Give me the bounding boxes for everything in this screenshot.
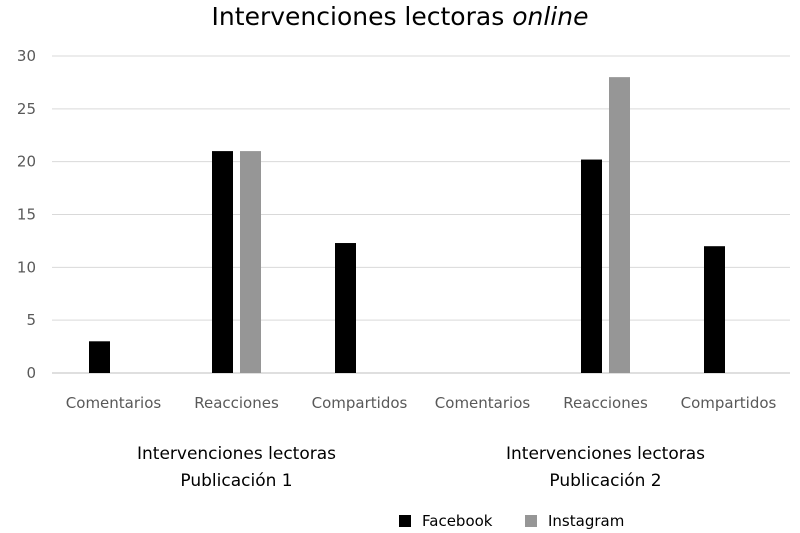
bar-facebook bbox=[89, 341, 110, 373]
x-category-label: Compartidos bbox=[312, 394, 408, 412]
x-group-label-line2: Publicación 2 bbox=[549, 471, 661, 491]
bar-facebook bbox=[581, 159, 602, 373]
x-category-label: Reacciones bbox=[194, 394, 279, 412]
chart-title-main: Intervenciones lectoras bbox=[211, 2, 505, 31]
y-tick-label: 15 bbox=[17, 206, 36, 224]
chart-title-italic: online bbox=[512, 2, 589, 31]
x-group-label-line1: Intervenciones lectoras bbox=[506, 444, 705, 464]
y-tick-label: 20 bbox=[17, 153, 36, 171]
x-category-label: Reacciones bbox=[563, 394, 648, 412]
bar-facebook bbox=[704, 246, 725, 373]
y-axis-ticks: 0 5 10 15 20 25 30 bbox=[17, 47, 36, 382]
x-category-label: Comentarios bbox=[66, 394, 162, 412]
x-category-label: Comentarios bbox=[435, 394, 531, 412]
x-category-label: Compartidos bbox=[681, 394, 777, 412]
gridlines bbox=[52, 55, 790, 374]
legend-swatch-facebook bbox=[399, 515, 411, 527]
y-tick-label: 30 bbox=[17, 47, 36, 65]
y-tick-label: 10 bbox=[17, 258, 36, 276]
legend-swatch-instagram bbox=[525, 515, 537, 527]
x-axis-groups: Intervenciones lectoras Publicación 1 Inte… bbox=[137, 444, 705, 491]
chart-title: Intervenciones lectoras online bbox=[0, 0, 800, 36]
y-tick-label: 25 bbox=[17, 100, 36, 118]
bar-instagram bbox=[609, 77, 630, 373]
legend: Facebook Instagram bbox=[399, 512, 624, 530]
x-group-label-line1: Intervenciones lectoras bbox=[137, 444, 336, 464]
y-tick-label: 0 bbox=[26, 364, 36, 382]
legend-label-facebook: Facebook bbox=[422, 512, 493, 530]
bar-facebook bbox=[335, 243, 356, 373]
bars bbox=[89, 77, 725, 373]
bar-facebook bbox=[212, 151, 233, 373]
x-axis-categories: Comentarios Reacciones Compartidos Comentar… bbox=[66, 394, 777, 412]
bar-instagram bbox=[240, 151, 261, 373]
legend-label-instagram: Instagram bbox=[548, 512, 624, 530]
y-tick-label: 5 bbox=[26, 311, 36, 329]
x-group-label-line2: Publicación 1 bbox=[180, 471, 292, 491]
